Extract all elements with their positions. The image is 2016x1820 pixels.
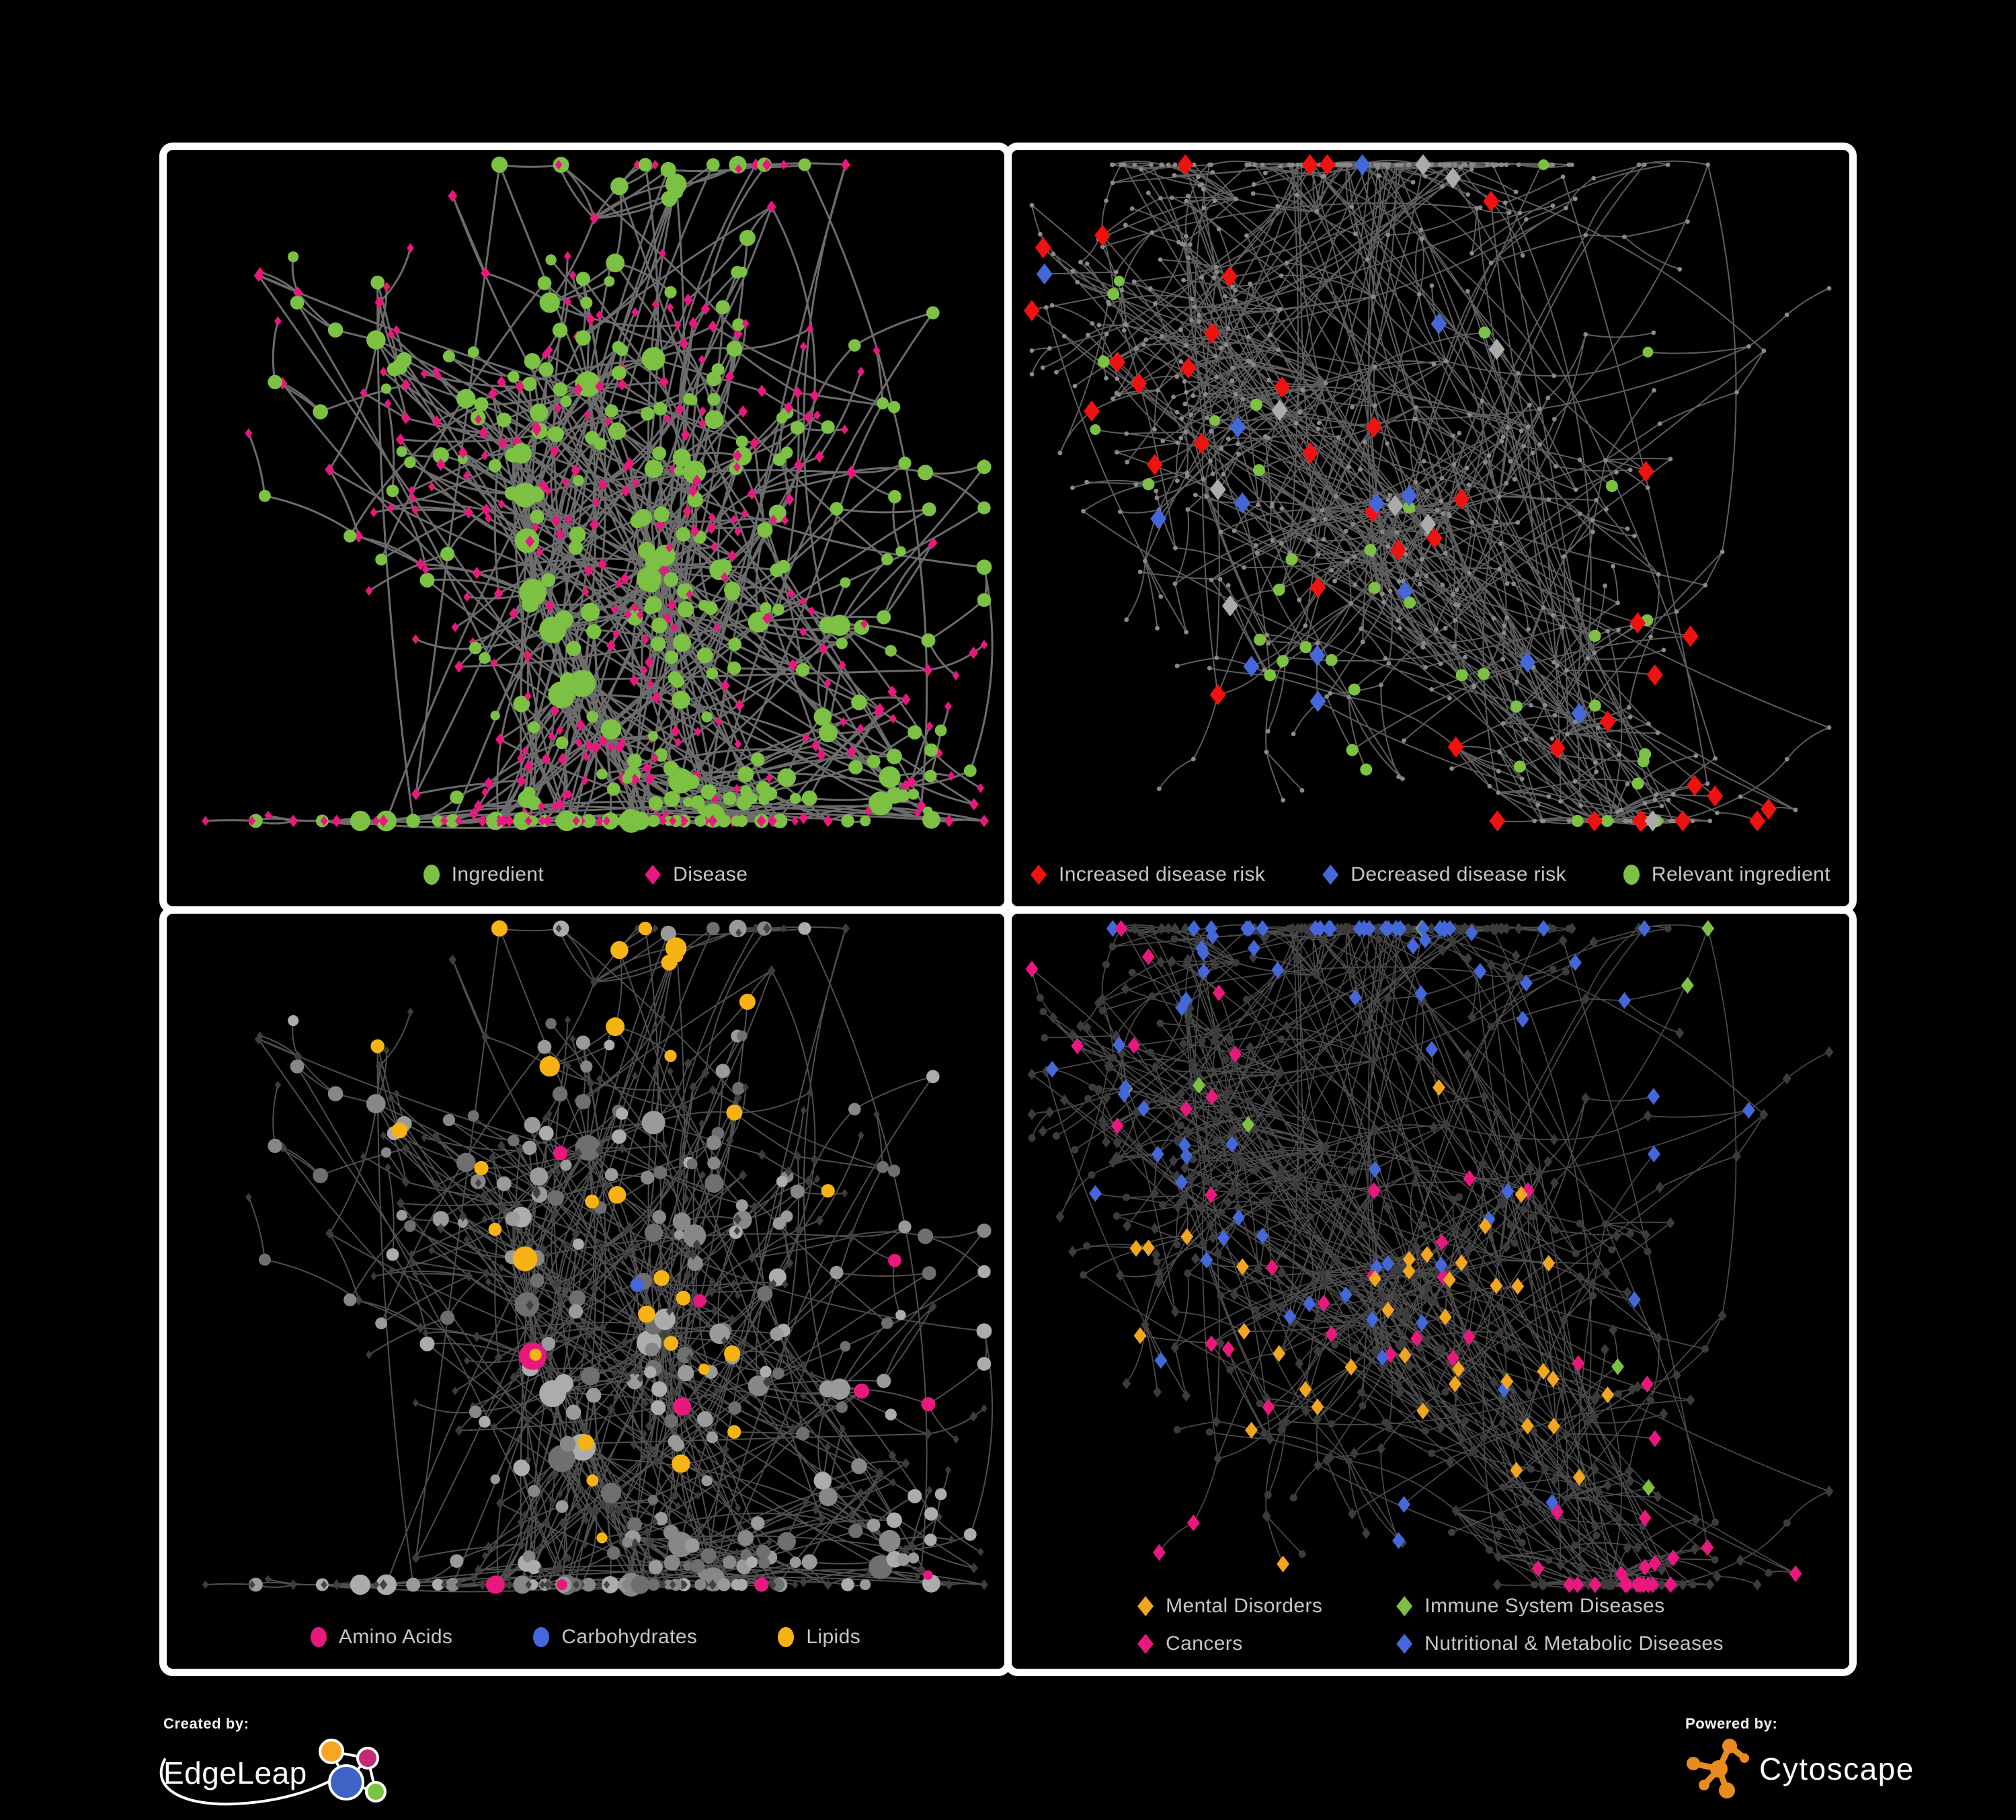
network-graph-nutrient-classes (202, 919, 994, 1597)
legend-label: Cancers (1166, 1632, 1243, 1655)
panel-disease-risk: Increased disease risk Decreased disease… (1004, 143, 1857, 914)
immune-diseases-diamond-swatch-icon (1396, 1596, 1413, 1616)
legend-item-immune-system-diseases: Immune System Diseases (1396, 1595, 1664, 1618)
cytoscape-brand-row: Cytoscape (1685, 1738, 1914, 1800)
nutritional-metabolic-diamond-swatch-icon (1396, 1634, 1413, 1654)
created-by-label: Created by: (163, 1715, 249, 1732)
created-by-block: Created by: EdgeLeap (159, 1715, 391, 1808)
network-graph-disease-classes (1025, 920, 1834, 1593)
legend-item-increased-risk: Increased disease risk (1031, 863, 1265, 886)
legend-label: Increased disease risk (1059, 863, 1266, 885)
decreased-risk-diamond-swatch-icon (1322, 865, 1339, 885)
legend-label: Amino Acids (338, 1626, 453, 1648)
legend-label: Nutritional & Metabolic Diseases (1424, 1632, 1724, 1655)
edgeleap-brand-text: EdgeLeap (163, 1755, 307, 1790)
legend-label: Carbohydrates (561, 1626, 698, 1648)
legend-disease-classes: Mental Disorders Immune System Diseases … (1012, 1595, 1849, 1655)
carbohydrates-circle-swatch-icon (533, 1627, 550, 1647)
legend-item-lipids: Lipids (778, 1626, 860, 1649)
legend-label: Ingredient (451, 863, 545, 885)
ingredient-circle-swatch-icon (423, 865, 440, 885)
legend-nutrient-classes: Amino Acids Carbohydrates Lipids (167, 1626, 1004, 1649)
edgeleap-logo-icon (318, 1739, 387, 1803)
legend-item-amino-acids: Amino Acids (310, 1626, 453, 1649)
network-graph-ingredient-disease (202, 155, 994, 833)
legend-disease-risk: Increased disease risk Decreased disease… (1012, 863, 1849, 886)
legend-item-decreased-risk: Decreased disease risk (1322, 863, 1566, 886)
relevant-ingredient-circle-swatch-icon (1623, 865, 1640, 885)
legend-label: Relevant ingredient (1651, 863, 1830, 885)
panel-ingredient-disease: Ingredient Disease (159, 143, 1012, 914)
edgeleap-brand-row: EdgeLeap (159, 1738, 391, 1808)
legend-label: Decreased disease risk (1350, 863, 1566, 885)
mental-disorders-diamond-swatch-icon (1137, 1596, 1154, 1616)
legend-item-disease: Disease (645, 863, 748, 886)
legend-label: Lipids (806, 1626, 861, 1648)
powered-by-label: Powered by: (1685, 1715, 1778, 1732)
legend-item-relevant-ingredient: Relevant ingredient (1623, 863, 1830, 886)
network-graph-disease-risk (1024, 154, 1832, 832)
cytoscape-logo-icon (1687, 1739, 1749, 1798)
panel-disease-classes: Mental Disorders Immune System Diseases … (1004, 906, 1857, 1676)
disease-diamond-swatch-icon (645, 865, 661, 885)
panel-nutrient-classes: Amino Acids Carbohydrates Lipids (159, 906, 1012, 1676)
legend-item-ingredient: Ingredient (423, 863, 545, 886)
legend-item-carbohydrates: Carbohydrates (533, 1626, 697, 1649)
lipids-circle-swatch-icon (778, 1627, 795, 1647)
edgeleap-swoosh-icon (159, 1758, 353, 1806)
legend-item-nutritional-metabolic-diseases: Nutritional & Metabolic Diseases (1396, 1632, 1724, 1655)
cancers-diamond-swatch-icon (1137, 1634, 1154, 1654)
powered-by-block: Powered by: Cytoscape (1685, 1715, 1914, 1800)
legend-ingredient-disease: Ingredient Disease (167, 863, 1004, 886)
legend-label: Mental Disorders (1166, 1595, 1323, 1617)
legend-label: Disease (673, 863, 748, 885)
amino-acids-circle-swatch-icon (310, 1627, 327, 1647)
legend-item-cancers: Cancers (1137, 1632, 1243, 1655)
legend-label: Immune System Diseases (1424, 1595, 1665, 1617)
cytoscape-brand-text: Cytoscape (1759, 1751, 1914, 1786)
legend-item-mental-disorders: Mental Disorders (1137, 1595, 1322, 1618)
increased-risk-diamond-swatch-icon (1031, 865, 1047, 885)
